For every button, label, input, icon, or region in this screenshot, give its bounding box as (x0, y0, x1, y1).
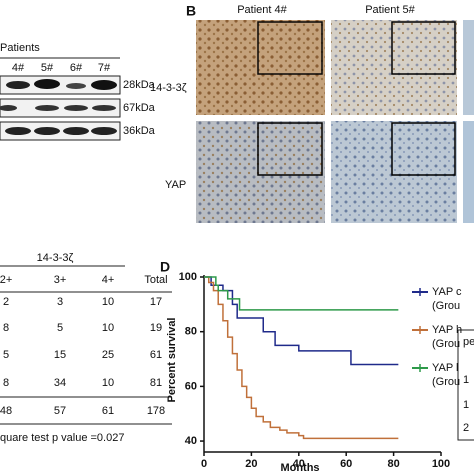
group-label: Patients (0, 42, 40, 54)
table-cell: 15 (54, 349, 66, 361)
y-tick-label: 40 (185, 435, 197, 447)
panel-letter: D (160, 259, 170, 275)
table-cell: 81 (150, 377, 162, 389)
x-tick-label: 80 (387, 458, 399, 470)
panel-letter: B (186, 3, 196, 19)
table-cell: 178 (147, 405, 165, 417)
y-tick-label: 100 (179, 271, 197, 283)
stats-box (457, 329, 474, 441)
x-tick-label: 60 (340, 458, 352, 470)
table-header: 2+ (0, 274, 12, 286)
row-label: 14-3-3ζ (150, 82, 187, 94)
table-cell: 2 (3, 296, 9, 308)
table-cell: 17 (150, 296, 162, 308)
ihc-images (196, 20, 474, 223)
stats-text: 1 (463, 374, 469, 386)
y-tick-label: 80 (185, 326, 197, 338)
table-cell: 57 (54, 405, 66, 417)
band-label: 28kDa (123, 79, 156, 91)
legend-label: YAP l (432, 362, 459, 374)
x-tick-label: 0 (201, 458, 207, 470)
survival-curve (204, 276, 399, 311)
legend-label-line2: (Grou (432, 376, 460, 388)
survival-curve (204, 276, 399, 366)
survival-curve (204, 276, 399, 440)
column-label: Patient 5# (365, 4, 415, 16)
table-cell: 8 (3, 322, 9, 334)
table-cell: 61 (150, 349, 162, 361)
x-tick-label: 100 (432, 458, 450, 470)
table-cell: 19 (150, 322, 162, 334)
table-header: 3+ (54, 274, 67, 286)
table-footer: quare test p value =0.027 (0, 432, 124, 444)
y-tick-label: 60 (185, 380, 197, 392)
column-label: Patient 4# (237, 4, 287, 16)
table-cell: 10 (102, 322, 114, 334)
survival-chart: D Percent survival Months 40 60 80 100 0 20 40… (160, 259, 474, 474)
table-cell: 61 (102, 405, 114, 417)
table-cell: 34 (54, 377, 66, 389)
stats-text: pe (463, 336, 474, 348)
table-cell: 48 (0, 405, 12, 417)
table-cell: 5 (57, 322, 63, 334)
legend-label: YAP c (432, 286, 462, 298)
table-cell: 3 (57, 296, 63, 308)
stats-text: 2 (463, 422, 469, 434)
blot (0, 75, 121, 141)
band-label: 36kDa (123, 125, 156, 137)
table-title: 14-3-3ζ (37, 252, 74, 264)
table-header: Total (144, 274, 167, 286)
table-cell: 25 (102, 349, 114, 361)
x-axis-label: Months (280, 462, 319, 474)
legend-label: YAP h (432, 324, 462, 336)
legend-label-line2: (Grou (432, 300, 460, 312)
y-axis-label: Percent survival (166, 318, 178, 403)
table-cell: 10 (102, 296, 114, 308)
band-label: 67kDa (123, 102, 156, 114)
row-label: YAP (165, 179, 186, 191)
lane-label: 6# (70, 62, 83, 74)
table-header: 4+ (102, 274, 115, 286)
lane-label: 4# (12, 62, 25, 74)
x-tick-label: 40 (293, 458, 305, 470)
table-cell: 10 (102, 377, 114, 389)
table-cell: 5 (3, 349, 9, 361)
legend-label-line2: (Grou (432, 338, 460, 350)
lane-label: 7# (98, 62, 111, 74)
lane-label: 5# (41, 62, 54, 74)
x-tick-label: 20 (245, 458, 257, 470)
stats-text: 1 (463, 399, 469, 411)
table-cell: 8 (3, 377, 9, 389)
